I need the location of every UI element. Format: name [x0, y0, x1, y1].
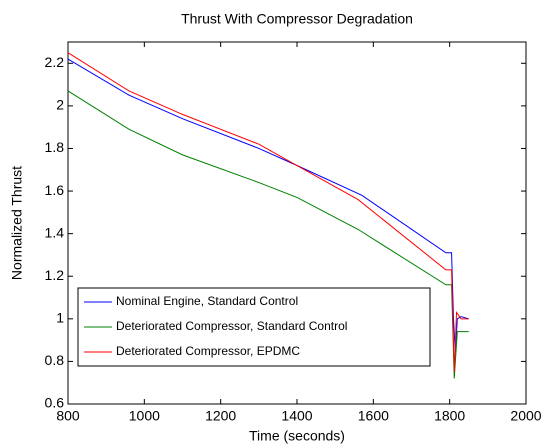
y-tick-label: 2 — [56, 97, 64, 113]
x-tick-label: 1000 — [129, 408, 160, 424]
y-axis-label: Normalized Thrust — [9, 166, 25, 280]
y-tick-label: 1.2 — [45, 267, 65, 283]
chart-title: Thrust With Compressor Degradation — [181, 11, 413, 27]
y-tick-label: 1 — [56, 310, 64, 326]
x-tick-label: 2000 — [510, 408, 541, 424]
y-tick-label: 1.6 — [45, 182, 65, 198]
x-tick-label: 1800 — [434, 408, 465, 424]
legend-label: Deteriorated Compressor, EPDMC — [116, 344, 300, 358]
series-line — [67, 90, 469, 379]
y-tick-label: 0.6 — [45, 395, 65, 411]
y-tick-label: 0.8 — [45, 352, 65, 368]
x-tick-label: 1200 — [205, 408, 236, 424]
y-tick-label: 1.4 — [45, 224, 65, 240]
x-tick-label: 1600 — [358, 408, 389, 424]
legend-box — [77, 287, 431, 367]
series-line — [67, 52, 469, 373]
x-tick-label: 1400 — [281, 408, 312, 424]
x-tick-label: 800 — [56, 408, 80, 424]
x-axis-label: Time (seconds) — [249, 428, 345, 444]
legend-label: Deteriorated Compressor, Standard Contro… — [116, 319, 347, 333]
legend: Nominal Engine, Standard Control Deterior… — [77, 287, 431, 367]
legend-label: Nominal Engine, Standard Control — [116, 294, 298, 308]
y-tick-label: 1.8 — [45, 139, 65, 155]
series-line — [67, 58, 469, 353]
y-tick-label: 2.2 — [45, 54, 65, 70]
